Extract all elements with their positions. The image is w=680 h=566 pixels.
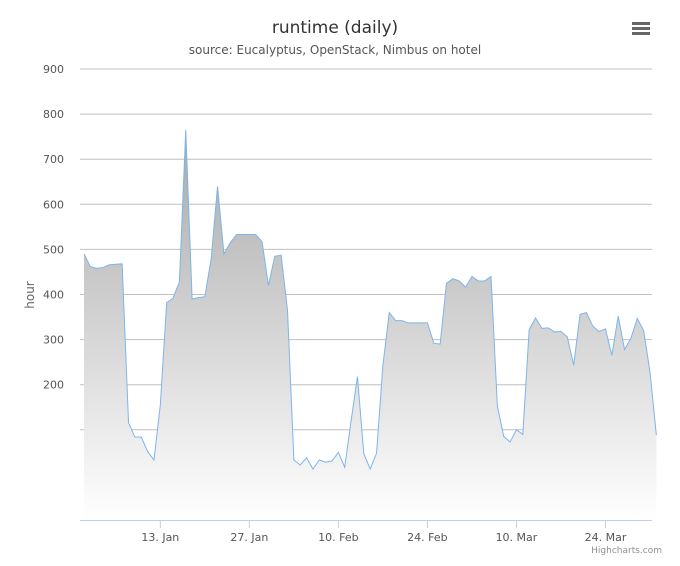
series-area	[83, 129, 657, 520]
chart-title: runtime (daily)	[272, 18, 398, 38]
series-area-fill	[84, 129, 657, 520]
y-tick-label: 700	[43, 153, 64, 166]
y-tick-label: 800	[43, 108, 64, 121]
x-tick-label: 24. Mar	[585, 531, 627, 544]
x-axis: 13. Jan 27. Jan 10. Feb 24. Feb 10. Mar 24. M…	[80, 520, 652, 544]
hamburger-menu-icon[interactable]	[628, 17, 654, 41]
series-line	[83, 129, 657, 471]
y-axis-title: hour	[23, 281, 37, 309]
x-tick-label: 10. Feb	[318, 531, 358, 544]
x-tick-label: 13. Jan	[141, 531, 179, 544]
y-tick-label: 300	[43, 334, 64, 347]
x-tick-label: 27. Jan	[230, 531, 268, 544]
y-tick-label: 400	[43, 289, 64, 302]
chart-subtitle: source: Eucalyptus, OpenStack, Nimbus on…	[189, 43, 481, 57]
x-tick-label: 10. Mar	[496, 531, 538, 544]
credits-link[interactable]: Highcharts.com	[591, 546, 662, 556]
y-tick-label: 500	[43, 243, 64, 256]
y-tick-label: 600	[43, 198, 64, 211]
x-tick-label: 24. Feb	[407, 531, 447, 544]
y-tick-label: 200	[43, 379, 64, 392]
y-axis: 900 800 700 600 500 400 300 200	[43, 63, 64, 392]
y-tick-label: 900	[43, 63, 64, 76]
